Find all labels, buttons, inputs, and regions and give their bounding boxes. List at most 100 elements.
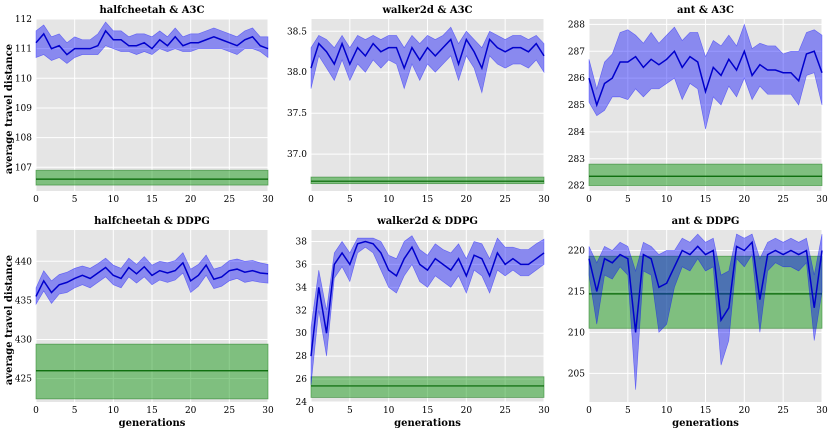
y-tick-label: 30 [296,329,308,339]
chart-title: walker2d & DDPG [376,216,478,227]
x-tick-label: 25 [499,406,511,416]
x-tick-label: 25 [777,195,789,205]
y-tick-label: 37.5 [287,109,307,119]
y-tick-label: 215 [568,287,585,297]
chart-panel-3: 0 5 10 15 20 25 30 282 283 284 285 286 287 288 ant & A… [568,5,828,205]
y-tick-label: 282 [568,182,585,192]
x-tick-label: 10 [108,406,120,416]
x-tick-label: 20 [739,406,751,416]
evolved-mean-line [588,240,823,333]
chart-panel-1: 0 5 10 15 20 25 30 107 108 109 110 111 112 halfcheeta… [15,5,274,205]
x-tick-label: 15 [146,195,158,205]
x-tick-label: 5 [72,406,78,416]
evolved-mean-line [588,49,823,108]
baseline-band [588,163,823,187]
x-axis-label: generations [672,418,739,429]
y-tick-label: 111 [15,45,32,55]
x-tick-label: 30 [262,195,274,205]
x-tick-label: 5 [625,406,631,416]
y-tick-label: 34 [296,283,308,293]
x-tick-label: 0 [33,406,39,416]
x-tick-label: 15 [700,406,712,416]
x-tick-label: 25 [224,195,236,205]
y-tick-label: 283 [568,155,585,165]
x-tick-label: 15 [700,195,712,205]
y-tick-label: 425 [15,375,32,385]
x-tick-label: 10 [108,195,120,205]
baseline-band [588,255,823,329]
chart-panel-4: 0 5 10 15 20 25 30 425 430 435 440 halfcheetah & DD… [15,216,274,429]
x-tick-label: 30 [538,195,550,205]
y-tick-label: 108 [15,134,32,144]
x-tick-label: 0 [586,406,592,416]
x-axis-label: generations [119,418,186,429]
y-tick-label: 440 [15,257,32,267]
x-tick-label: 10 [661,195,673,205]
evolved-mean-line [310,37,545,71]
x-tick-label: 10 [661,406,673,416]
y-tick-label: 37.0 [287,150,307,160]
x-tick-label: 30 [538,406,550,416]
evolved-confidence-band [310,26,545,94]
baseline-band [35,343,269,400]
y-tick-label: 430 [15,335,32,345]
x-tick-label: 10 [383,195,395,205]
x-tick-label: 30 [816,195,828,205]
y-axis-label-bottom-row: average travel distance [4,255,15,385]
x-tick-label: 30 [816,406,828,416]
x-tick-label: 0 [586,195,592,205]
y-tick-label: 205 [568,369,585,379]
x-tick-label: 5 [347,406,353,416]
x-tick-label: 20 [461,195,473,205]
baseline-band [310,376,545,398]
x-tick-label: 0 [308,406,314,416]
chart-title: halfcheetah & A3C [100,5,205,16]
y-axis-label-top-row: average travel distance [4,44,15,174]
x-tick-label: 20 [461,406,473,416]
y-tick-label: 288 [568,20,585,30]
y-tick-label: 36 [296,260,308,270]
x-tick-label: 20 [739,195,751,205]
evolved-confidence-band [35,252,269,306]
y-tick-label: 38 [296,237,308,247]
x-tick-label: 5 [625,195,631,205]
x-tick-label: 15 [422,406,434,416]
subplot-grid: 0 5 10 15 20 25 30 107 108 109 110 111 112 halfcheeta… [15,5,828,429]
chart-title: halfcheetah & DDPG [94,216,210,227]
y-tick-label: 24 [296,398,308,408]
y-tick-label: 435 [15,296,32,306]
x-tick-label: 25 [777,406,789,416]
x-tick-label: 15 [422,195,434,205]
y-tick-label: 284 [568,128,585,138]
y-tick-label: 32 [296,306,307,316]
x-tick-label: 5 [72,195,78,205]
x-tick-label: 20 [185,195,197,205]
chart-panel-5: 0 5 10 15 20 25 30 24 26 28 30 32 34 36 38 walker2d & D… [296,216,550,429]
y-tick-label: 210 [568,328,585,338]
chart-panel-2: 0 5 10 15 20 25 30 37.0 37.5 38.0 38.5 walker2d & A… [287,5,550,205]
y-tick-label: 38.0 [287,68,307,78]
y-tick-label: 285 [568,101,585,111]
y-tick-label: 112 [15,15,32,25]
baseline-band [35,169,269,186]
evolved-confidence-band [310,235,545,385]
chart-title: walker2d & A3C [381,5,472,16]
evolved-mean-line [310,240,545,357]
baseline-band [310,176,545,185]
x-tick-label: 25 [224,406,236,416]
y-tick-label: 287 [568,47,585,57]
y-tick-label: 109 [15,104,32,114]
y-tick-label: 286 [568,74,585,84]
x-tick-label: 5 [347,195,353,205]
evolved-confidence-band [588,23,823,130]
x-tick-label: 0 [33,195,39,205]
x-tick-label: 25 [499,195,511,205]
y-tick-label: 220 [568,246,585,256]
x-tick-label: 15 [146,406,158,416]
y-tick-label: 110 [15,74,32,84]
x-tick-label: 10 [383,406,395,416]
y-tick-label: 28 [296,352,308,362]
y-tick-label: 26 [296,375,308,385]
y-tick-label: 107 [15,163,32,173]
evolved-confidence-band [35,21,269,64]
